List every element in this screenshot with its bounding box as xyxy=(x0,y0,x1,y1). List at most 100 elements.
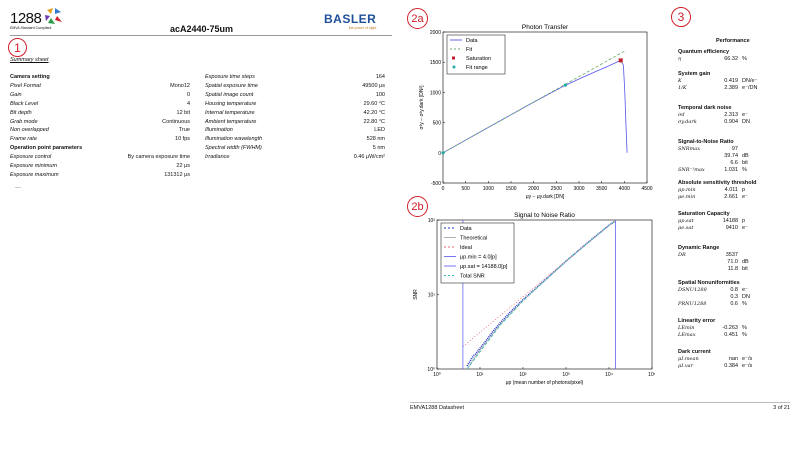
setting-row: Exposure maximum 131312 μs xyxy=(10,172,190,180)
performance-heading: Spatial Nonuniformities xyxy=(678,280,740,286)
series-saturation-point xyxy=(618,58,623,63)
metric-value: -0.263 xyxy=(722,325,738,331)
metric-label: μe.sat xyxy=(678,225,694,231)
x-tick-label: 10² xyxy=(519,372,527,378)
performance-row: DSNU1288 0.8 e⁻ xyxy=(678,287,788,294)
performance-title: Performance xyxy=(716,38,750,44)
x-tick-label: 10⁰ xyxy=(433,372,441,378)
metric-label: PRNU1288 xyxy=(678,301,707,307)
metric-value: 6.6 xyxy=(730,160,738,166)
x-tick-label: 10⁴ xyxy=(605,372,613,378)
setting-row: Spatial image count 100 xyxy=(205,92,385,100)
performance-section: Absolute sensitivity threshold μp.min 4.01… xyxy=(678,180,788,201)
setting-row: Ambient temperature 22.80 °C xyxy=(205,119,385,127)
series-fit-range-point xyxy=(441,151,445,155)
metric-value: 1.031 xyxy=(724,167,738,173)
legend-label: Ideal xyxy=(460,245,472,251)
performance-row: 1/K 2.389 e⁻/DN xyxy=(678,85,788,92)
metric-value: 97 xyxy=(731,146,738,152)
setting-value: True xyxy=(178,127,190,134)
metric-value: 2.389 xyxy=(724,85,738,91)
setting-row: Bit depth 12 bit xyxy=(10,110,190,118)
legend-label: μp.min = 4.0[p] xyxy=(460,255,497,261)
metric-label: 1/K xyxy=(678,85,687,91)
legend-label: Fit xyxy=(466,47,473,53)
logo-caption: EMVA Standard Compliant xyxy=(10,26,52,30)
footer-divider xyxy=(410,402,790,403)
metric-value: 71.0 xyxy=(727,259,738,265)
performance-row: SNR⁻¹max 1.031% xyxy=(678,167,788,174)
setting-label: Operation point parameters xyxy=(10,145,83,152)
setting-row: Illumination wavelength 528 nm xyxy=(205,136,385,144)
metric-value: 2.661 xyxy=(724,194,738,200)
snr-chart: Signal to Noise Ratio μp (mean number of … xyxy=(413,212,655,386)
x-axis-label: μp (mean number of photons/pixel) xyxy=(506,380,584,386)
performance-row: K 0.419 DN/e⁻ xyxy=(678,78,788,85)
setting-value: By camera exposure time xyxy=(127,154,190,161)
y-tick-label: 1000 xyxy=(430,90,441,96)
y-tick-label: 0 xyxy=(438,151,441,157)
setting-value: 12 bit xyxy=(176,109,190,116)
setting-label: Non overlapped xyxy=(10,127,49,134)
metric-unit: dB xyxy=(742,153,749,159)
series-ideal xyxy=(462,219,616,347)
performance-section: Spatial Nonuniformities DSNU1288 0.8 e⁻ 0.3 D… xyxy=(678,280,788,308)
setting-label: Illumination xyxy=(205,127,233,134)
setting-label: Bit depth xyxy=(10,109,32,116)
x-tick-label: 3500 xyxy=(596,186,607,192)
setting-value: Continuous xyxy=(162,118,190,125)
setting-value: 22 μs xyxy=(176,163,190,169)
performance-heading: Signal-to-Noise Ratio xyxy=(678,139,734,145)
metric-unit: p xyxy=(742,218,746,224)
performance-row: DR 3537 xyxy=(678,252,788,259)
setting-row: Illumination LED xyxy=(205,127,385,135)
metric-unit: e⁻ xyxy=(742,287,748,293)
setting-value: 528 nm xyxy=(366,136,385,143)
metric-unit: DN xyxy=(742,119,750,125)
performance-row: μI.var 0.384 e⁻/s xyxy=(678,363,788,370)
metric-label: μe.min xyxy=(678,194,696,200)
performance-row: 71.0 dB xyxy=(678,259,788,266)
x-tick-label: 10¹ xyxy=(476,372,484,378)
x-tick-label: 4000 xyxy=(619,186,630,192)
performance-heading: Absolute sensitivity threshold xyxy=(678,180,757,186)
setting-value: 4 xyxy=(186,100,190,107)
setting-label: Spatial image count xyxy=(205,91,254,98)
performance-row: 0.3 DN xyxy=(678,294,788,301)
marker-3: 3 xyxy=(671,7,691,27)
setting-label: Spectral width (FWHM) xyxy=(205,145,262,152)
performance-row: μe.min 2.661 e⁻ xyxy=(678,194,788,201)
setting-label: Exposure maximum xyxy=(10,171,59,178)
setting-label: Pixel Format xyxy=(10,82,41,89)
metric-label: SNRmax xyxy=(678,146,701,152)
metric-label: μp.min xyxy=(678,187,696,193)
performance-row: μp.min 4.011 p xyxy=(678,187,788,194)
metric-unit: e⁻/s xyxy=(742,356,753,362)
emva-logo: 1288 EMVA Standard Compliant xyxy=(10,8,62,30)
chart-title: Signal to Noise Ratio xyxy=(514,212,575,219)
y-tick-label: -500 xyxy=(431,181,441,187)
marker-2b: 2b xyxy=(407,196,428,217)
setting-row: Pixel Format Mono12 xyxy=(10,83,190,91)
setting-label: Black Level xyxy=(10,100,39,107)
metric-value: 14188 xyxy=(722,218,738,224)
chart-title: Photon Transfer xyxy=(522,24,569,31)
performance-heading: Quantum efficiency xyxy=(678,49,730,55)
setting-row: Exposure minimum 22 μs xyxy=(10,163,190,171)
metric-value: 0.419 xyxy=(724,78,738,84)
setting-label: Illumination wavelength xyxy=(205,136,263,143)
performance-row: LEmin -0.263% xyxy=(678,325,788,332)
setting-row: Irradiance 0.46 μW/cm² xyxy=(205,154,385,162)
x-tick-label: 3000 xyxy=(573,186,584,192)
legend-box xyxy=(440,222,515,284)
performance-row: 39.74 dB xyxy=(678,153,788,160)
metric-value: 0.6 xyxy=(730,301,738,307)
performance-row: 11.8 bit xyxy=(678,266,788,273)
y-tick-label: 500 xyxy=(433,121,442,127)
metric-value: 0.451 xyxy=(724,332,738,338)
setting-value: 100 xyxy=(375,91,385,98)
performance-section: Dynamic Range DR 3537 71.0 dB 11.8 bit xyxy=(678,245,788,273)
metric-unit: e⁻ xyxy=(742,112,748,118)
performance-row: SNRmax 97 xyxy=(678,146,788,153)
x-tick-label: 10³ xyxy=(562,372,570,378)
